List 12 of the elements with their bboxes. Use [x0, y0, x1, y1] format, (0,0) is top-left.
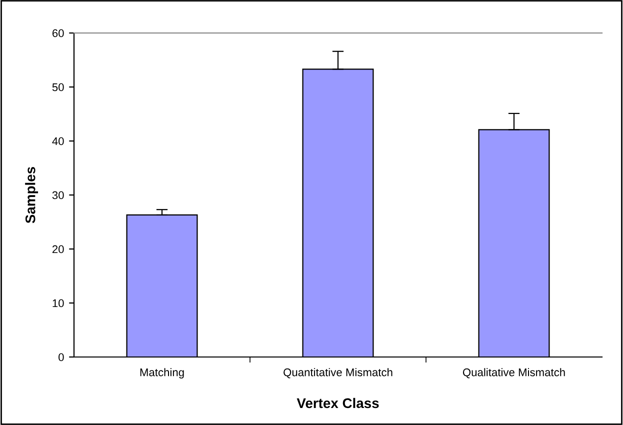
y-tick-label: 50: [52, 83, 64, 92]
y-tick-label: 30: [52, 191, 64, 200]
x-axis-title: Vertex Class: [296, 398, 379, 408]
y-tick-label: 60: [52, 29, 64, 38]
y-tick-label: 10: [52, 299, 64, 308]
y-axis-title: Samples: [25, 167, 38, 224]
x-tick-label: Quantitative Mismatch: [284, 368, 392, 378]
x-tick-label: Matching: [140, 368, 184, 378]
y-tick-label: 20: [52, 245, 64, 254]
y-tick-label: 0: [58, 353, 64, 362]
x-tick-label: Qualitative Mismatch: [462, 368, 565, 378]
y-tick-label: 40: [52, 137, 64, 146]
